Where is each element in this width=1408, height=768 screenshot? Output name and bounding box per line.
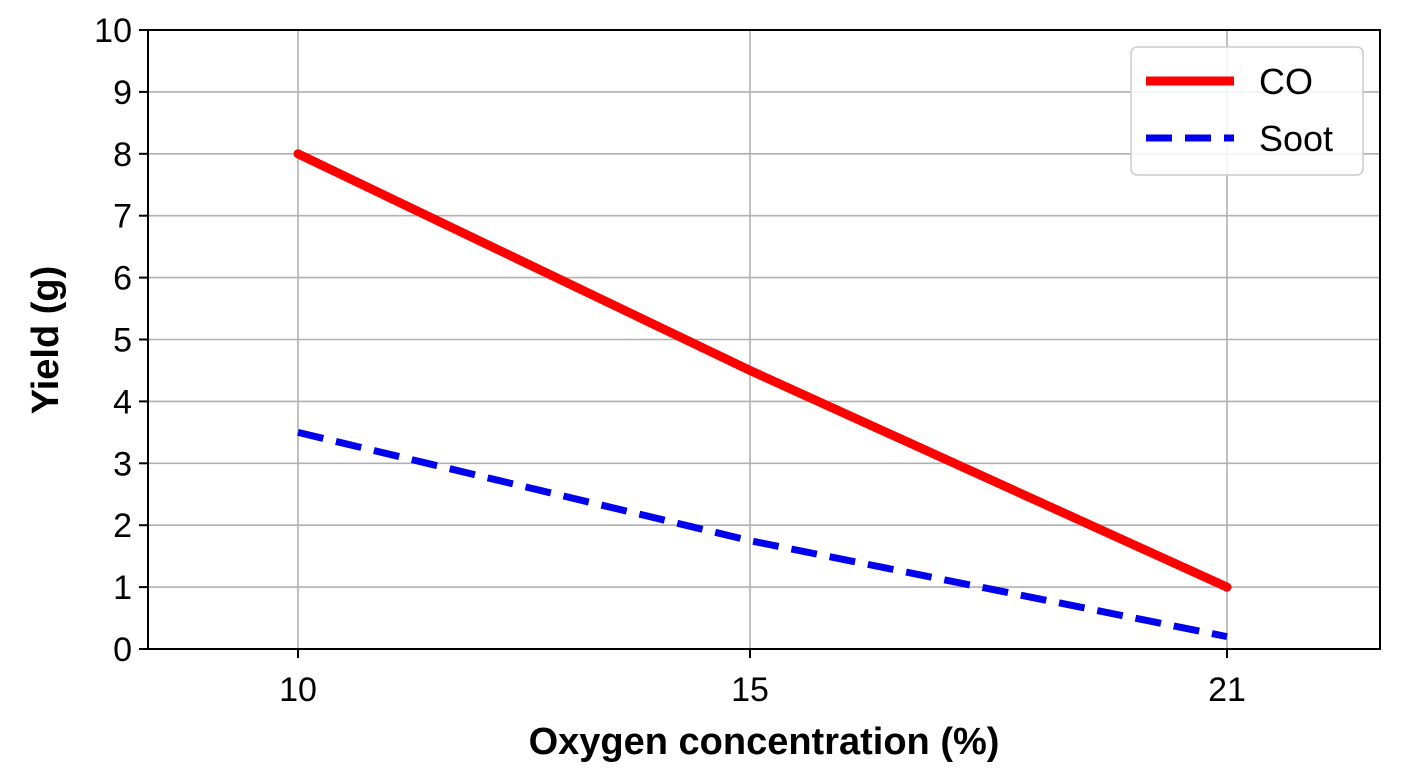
x-tick-label: 10 — [279, 671, 317, 709]
series-lines — [293, 149, 1232, 641]
y-tick-label: 0 — [113, 631, 132, 669]
legend-label-co: CO — [1259, 61, 1313, 102]
y-tick-label: 8 — [113, 136, 132, 174]
x-axis-title: Oxygen concentration (%) — [529, 721, 1000, 763]
y-tick-label: 6 — [113, 260, 132, 298]
legend: CO Soot — [1130, 46, 1364, 176]
y-axis-title: Yield (g) — [25, 266, 67, 414]
y-tick-label: 3 — [113, 445, 132, 483]
y-tick-label: 10 — [94, 12, 132, 50]
x-tick-label: 15 — [731, 671, 769, 709]
series-line-soot — [297, 428, 1228, 641]
y-tick-label: 1 — [113, 569, 132, 607]
y-tick-label: 2 — [113, 507, 132, 545]
y-tick-label: 9 — [113, 74, 132, 112]
series-line-co — [293, 149, 1232, 592]
axis-ticks: 0 1 2 3 4 5 6 7 8 9 10 10 15 21 — [94, 12, 1246, 709]
x-tick-label: 21 — [1208, 671, 1246, 709]
legend-label-soot: Soot — [1259, 118, 1333, 159]
y-tick-label: 7 — [113, 198, 132, 236]
y-tick-label: 4 — [113, 383, 132, 421]
y-tick-label: 5 — [113, 322, 132, 360]
